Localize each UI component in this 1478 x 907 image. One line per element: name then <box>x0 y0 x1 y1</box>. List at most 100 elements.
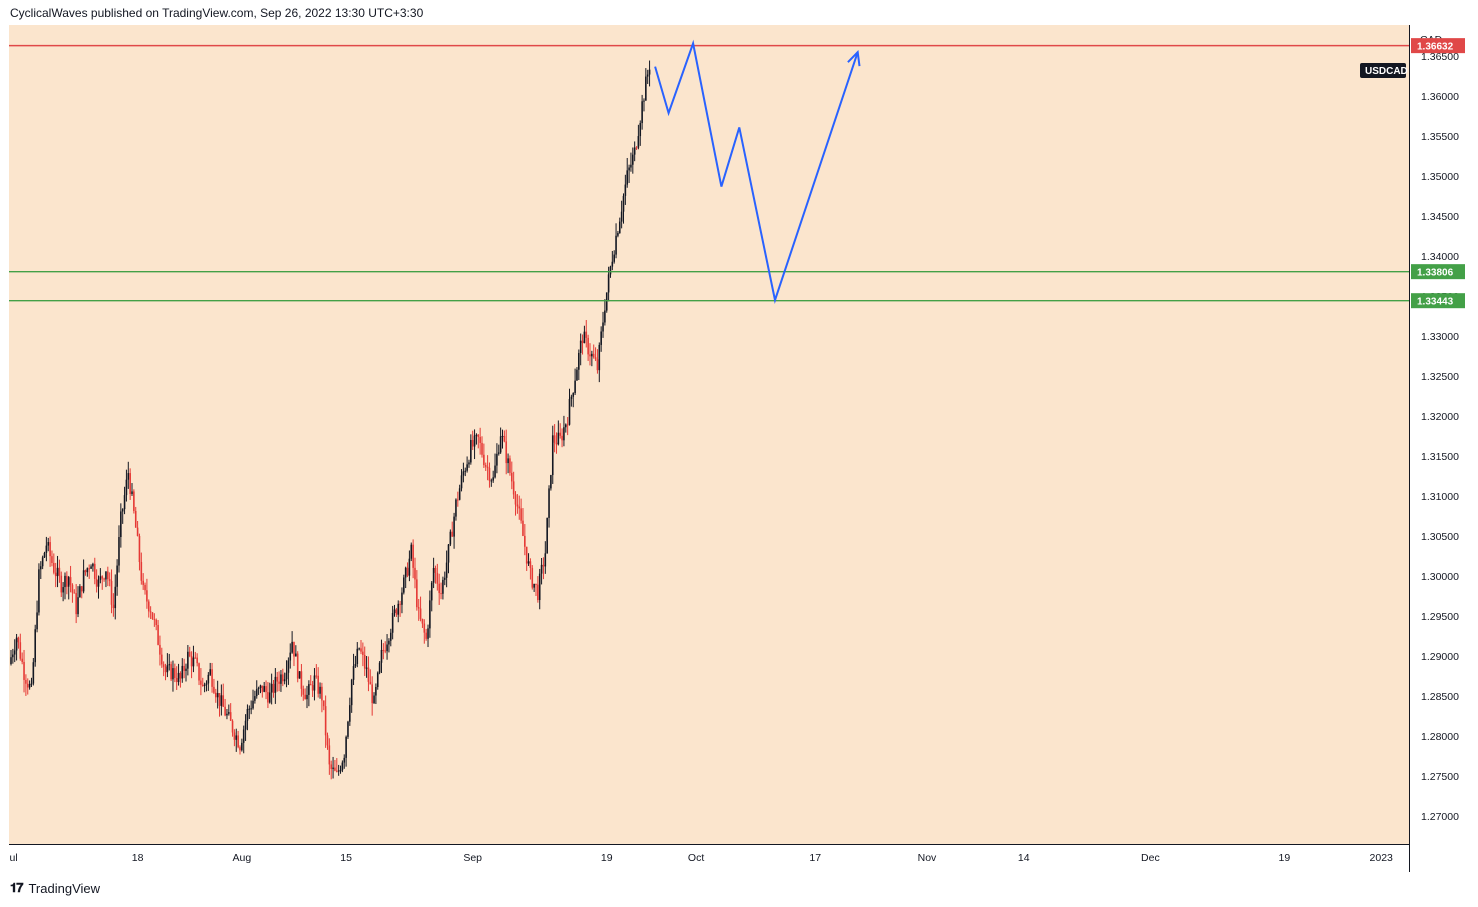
candle-body <box>190 656 193 667</box>
candle <box>229 703 232 722</box>
candle <box>550 474 552 491</box>
candle <box>80 585 83 599</box>
candle-body <box>488 467 491 481</box>
candle <box>470 434 472 465</box>
candle-body <box>224 706 226 716</box>
candle <box>375 683 377 705</box>
candle-body <box>112 604 115 609</box>
candle-body <box>380 649 383 663</box>
candle-body <box>160 654 163 665</box>
candle-body <box>542 564 545 567</box>
candle <box>300 664 303 697</box>
candle-body <box>211 669 213 687</box>
candle-body <box>205 683 208 685</box>
candle <box>369 669 372 685</box>
candle-body <box>268 692 271 703</box>
candle <box>218 692 221 717</box>
candle-body <box>51 556 53 563</box>
candle-body <box>462 471 465 476</box>
candle-body <box>250 708 252 710</box>
candle <box>574 368 576 395</box>
candle-body <box>615 235 617 255</box>
level-tag-label: 1.33443 <box>1417 297 1454 308</box>
candle-body <box>321 686 323 701</box>
candle <box>468 459 470 468</box>
candle <box>99 568 102 584</box>
candle-body <box>144 584 146 591</box>
candle-body <box>263 686 265 692</box>
candle-body <box>578 352 580 370</box>
candle-body <box>624 184 627 196</box>
candle <box>458 484 461 501</box>
candle <box>242 725 245 754</box>
price-chart[interactable]: 1.27000 1.27500 1.28000 1.28500 1.29000 1.295… <box>9 25 1469 872</box>
candle-body <box>71 584 74 593</box>
brand-name[interactable]: TradingView <box>28 880 101 896</box>
candle <box>237 730 239 749</box>
candle <box>200 668 202 696</box>
candle-body <box>388 640 390 645</box>
candle-body <box>605 292 608 311</box>
candle-body <box>576 369 578 381</box>
candle <box>105 571 107 588</box>
candle-body <box>196 657 198 664</box>
candle-body <box>457 499 459 501</box>
candle-body <box>334 767 336 771</box>
candle-body <box>296 653 299 679</box>
candle-body <box>97 579 100 587</box>
candle <box>82 559 85 594</box>
candle-body <box>317 675 319 694</box>
candle <box>564 423 567 433</box>
candle-body <box>222 695 225 707</box>
candle <box>192 645 195 673</box>
candle <box>38 563 40 616</box>
candle-body <box>479 437 481 443</box>
candle-body <box>622 195 625 212</box>
tradingview-logo-icon[interactable]: 𝟏𝟕 <box>10 880 24 895</box>
candle-body <box>10 657 12 665</box>
candle <box>285 660 288 688</box>
candle-body <box>66 575 68 587</box>
candle-body <box>337 770 340 772</box>
candle-body <box>598 344 601 371</box>
candle <box>360 639 362 655</box>
candle-body <box>352 666 355 680</box>
candle <box>278 671 280 692</box>
candle-body <box>535 583 537 585</box>
candle-body <box>602 322 604 332</box>
candle <box>53 553 55 575</box>
svg-text:USDCAD: USDCAD <box>1365 66 1408 77</box>
candle-body <box>295 653 297 657</box>
level-tag-label: 1.36632 <box>1417 42 1454 53</box>
candle-body <box>67 577 70 587</box>
chart-frame[interactable]: 1.27000 1.27500 1.28000 1.28500 1.29000 1.295… <box>9 25 1469 872</box>
time-tick-label: 19 <box>601 852 613 864</box>
plot-area[interactable] <box>9 25 1409 844</box>
candle <box>209 662 212 677</box>
candle-body <box>77 597 79 615</box>
candle <box>172 660 174 692</box>
candle-body <box>80 586 83 592</box>
candle-body <box>587 337 589 355</box>
candle <box>427 624 429 648</box>
candle <box>341 760 344 773</box>
candle <box>624 174 627 205</box>
candle <box>213 678 215 695</box>
candle <box>503 430 506 443</box>
candle <box>518 495 521 520</box>
time-tick-label: Dec <box>1141 852 1160 864</box>
candle-body <box>518 506 521 509</box>
candle <box>583 325 586 344</box>
candle <box>646 69 649 84</box>
candle-body <box>105 571 107 580</box>
candle-body <box>583 331 586 344</box>
candle-body <box>335 770 338 772</box>
candle-body <box>183 665 185 671</box>
candle <box>373 692 375 704</box>
candle <box>146 578 148 609</box>
candle <box>391 605 394 640</box>
candle-body <box>648 69 651 75</box>
candle-body <box>497 452 500 454</box>
time-tick-label: Sep <box>463 852 482 864</box>
candle-body <box>166 665 169 673</box>
